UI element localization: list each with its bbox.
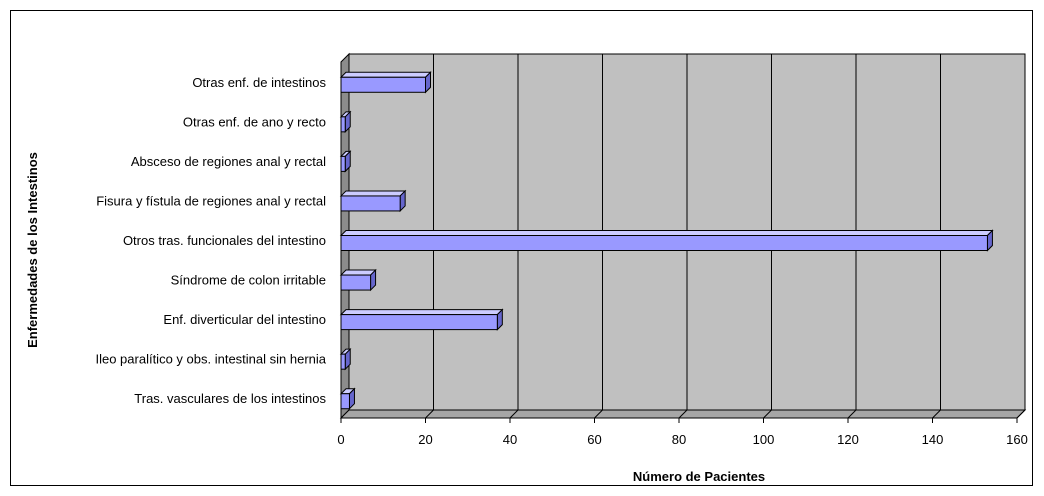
x-tick-label: 120	[837, 432, 859, 447]
x-tick-label: 20	[418, 432, 432, 447]
bar-top	[339, 269, 377, 276]
x-tick-labels: 0 20 40 60 80 100 120 140 160	[337, 432, 1027, 447]
bar	[339, 268, 377, 292]
x-tick-label: 80	[672, 432, 686, 447]
category-label: Ileo paralítico y obs. intestinal sin he…	[95, 352, 326, 367]
gridline-floor	[763, 409, 772, 419]
x-tick-label: 100	[753, 432, 775, 447]
category-label: Tras. vasculares de los intestinos	[134, 391, 326, 406]
gridline-floor	[678, 409, 688, 419]
bar	[339, 308, 504, 331]
gridline-floor	[932, 409, 941, 419]
category-label: Enf. diverticular del intestino	[163, 312, 326, 327]
bar-top	[339, 71, 432, 78]
category-label: Fisura y fístula de regiones anal y rect…	[96, 193, 326, 208]
bar-face	[340, 195, 401, 212]
gridline-floor	[1016, 409, 1026, 419]
bar-face	[340, 353, 346, 370]
x-axis-title: Número de Pacientes	[633, 469, 765, 484]
category-label: Otros tras. funcionales del intestino	[123, 233, 326, 248]
bar-top	[339, 309, 504, 316]
category-label: Síndrome de colon irritable	[171, 273, 326, 288]
x-tick-label: 140	[922, 432, 944, 447]
bar-top	[339, 230, 994, 236]
bar-face	[340, 393, 350, 410]
bar	[339, 189, 407, 213]
bar-face	[340, 235, 988, 251]
bar-face	[340, 155, 346, 172]
x-tick-label: 40	[503, 432, 517, 447]
bar	[339, 229, 994, 252]
gridline-floor	[847, 409, 857, 419]
gridline-floor	[594, 409, 603, 419]
bar-face	[340, 116, 346, 133]
bar	[339, 387, 356, 410]
category-label: Otras enf. de ano y recto	[183, 114, 326, 129]
x-tick-label: 0	[337, 432, 344, 447]
bar	[339, 110, 352, 134]
bar-face	[340, 314, 498, 331]
category-label: Otras enf. de intestinos	[192, 75, 326, 90]
category-labels: Otras enf. de intestinos Otras enf. de an…	[95, 75, 326, 406]
y-axis-title: Enfermedades de los Intestinos	[25, 152, 40, 348]
x-tick-label: 160	[1006, 432, 1028, 447]
bar-face	[340, 274, 372, 291]
bar-face	[340, 76, 426, 93]
x-tick-label: 60	[587, 432, 601, 447]
bar	[339, 347, 352, 371]
gridline-floor	[509, 409, 519, 419]
bar	[339, 71, 432, 94]
bar	[339, 150, 352, 173]
bar-top	[339, 190, 407, 197]
category-label: Absceso de regiones anal y rectal	[131, 154, 326, 169]
gridline-floor	[425, 409, 434, 419]
bars	[339, 71, 994, 410]
